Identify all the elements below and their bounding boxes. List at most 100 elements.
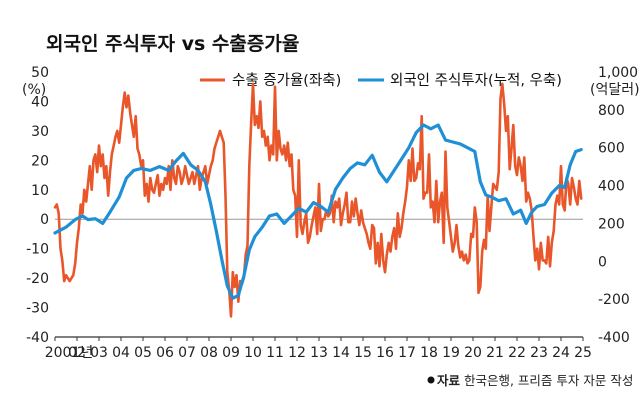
series-line-foreign-point — [386, 181, 388, 183]
series-line-export-point — [151, 189, 153, 191]
series-line-export-point — [239, 280, 241, 282]
series-line-export-point — [217, 136, 219, 138]
series-line-export-point — [129, 112, 131, 114]
series-line-foreign-point — [312, 201, 315, 204]
series-line-export-point — [292, 189, 295, 191]
series-line-export-point — [303, 221, 306, 223]
series-line-export-point — [318, 183, 320, 185]
series-line-export-point — [316, 233, 319, 235]
series-line-export-point — [549, 265, 551, 268]
series-line-export-point — [433, 221, 436, 223]
series-line-foreign-point — [430, 128, 432, 130]
left-tick-label: -10 — [26, 242, 49, 258]
series-line-export-point — [259, 100, 262, 103]
series-line-export-point — [540, 242, 542, 244]
right-tick-label: 200 — [598, 216, 625, 232]
series-line-export-point — [189, 177, 192, 179]
x-tick-label: 08 — [200, 345, 218, 361]
series-line-foreign-point — [243, 275, 245, 278]
series-line-export-point — [178, 171, 181, 173]
series-line-export-point — [103, 177, 106, 179]
series-line-export-point — [312, 215, 315, 218]
series-line-export-point — [446, 206, 449, 209]
series-line-export-point — [507, 115, 509, 117]
x-tick-label: 10 — [244, 345, 262, 361]
series-line-export-point — [492, 183, 495, 185]
series-line-export-point — [65, 274, 67, 277]
series-line-export-point — [140, 165, 142, 167]
series-line-export-point — [283, 144, 286, 147]
series-line-foreign-point — [497, 199, 500, 202]
x-tick-label: 21 — [486, 345, 504, 361]
series-line-foreign-point — [298, 207, 300, 210]
series-line-export-point — [230, 315, 232, 318]
right-tick-label: 0 — [598, 254, 607, 270]
series-line-export-point — [464, 253, 467, 256]
series-line-export-point — [281, 153, 284, 156]
series-line-export-point — [85, 200, 87, 203]
series-line-export-point — [134, 115, 137, 117]
left-tick-label: -20 — [26, 271, 49, 287]
series-line-export-point — [160, 183, 163, 185]
series-line-foreign-point — [444, 139, 447, 141]
series-line-export-point — [472, 236, 474, 238]
series-line-foreign-point — [182, 152, 185, 155]
series-line-export-point — [406, 186, 408, 188]
series-line-export-point — [428, 153, 430, 156]
series-line-foreign-point — [530, 211, 533, 213]
series-line-export-point — [296, 236, 298, 238]
series-line-foreign-point — [118, 196, 120, 198]
series-line-export-point — [538, 268, 540, 271]
series-line-export-point — [529, 197, 531, 200]
series-line-foreign-point — [74, 218, 76, 221]
series-line-foreign-point — [400, 158, 403, 160]
series-line-export-point — [90, 189, 93, 191]
series-line-export-point — [244, 253, 247, 256]
x-tick-label: 06 — [156, 345, 174, 361]
series-line-foreign-point — [356, 162, 359, 164]
series-line-export-point — [490, 206, 493, 209]
series-line-export-point — [321, 218, 324, 220]
series-line-export-point — [536, 247, 538, 250]
source-note: 자료 한국은행, 프리즘 투자 자문 작성 — [427, 373, 633, 388]
series-line-export-point — [59, 247, 62, 250]
series-line-export-point — [215, 141, 218, 144]
x-tick-label: 09 — [222, 345, 240, 361]
series-line-export-point — [417, 162, 419, 165]
series-line-foreign-point — [505, 198, 507, 200]
series-line-foreign-point — [342, 177, 344, 179]
series-line-foreign-point — [221, 258, 223, 261]
x-tick-label: 20 — [464, 345, 482, 361]
series-line-export-point — [114, 136, 117, 138]
series-line-foreign-point — [158, 165, 161, 168]
series-line-export-point — [78, 227, 80, 229]
series-line-export-point — [362, 221, 364, 223]
series-line-export-point — [329, 212, 331, 215]
series-line-export-point — [497, 171, 500, 173]
series-line-foreign-point — [149, 169, 152, 172]
x-tick-label: 12 — [288, 345, 306, 361]
series-line-foreign-point — [140, 167, 142, 170]
series-line-export-point — [263, 130, 265, 132]
series-line-export-point — [512, 124, 515, 126]
x-tick-label: 02 — [68, 345, 86, 361]
series-line-export-point — [171, 159, 174, 162]
series-line-export-point — [186, 174, 188, 176]
series-line-export-point — [360, 209, 363, 212]
series-line-export-point — [367, 242, 370, 244]
series-line-foreign-point — [237, 294, 240, 297]
series-line-export-point — [310, 224, 313, 226]
series-line-export-point — [477, 292, 480, 294]
series-line-export-point — [272, 153, 275, 156]
series-line-foreign-point — [109, 211, 111, 213]
series-line-export-point — [380, 233, 383, 235]
series-line-export-point — [556, 194, 559, 197]
right-tick-label: 600 — [598, 141, 625, 157]
series-line-export-point — [474, 206, 476, 209]
series-line-export-point — [173, 177, 175, 179]
series-line-export-point — [431, 200, 434, 203]
series-line-foreign-point — [563, 186, 566, 189]
series-line-foreign-point — [305, 211, 308, 213]
series-line-export-point — [435, 180, 438, 182]
